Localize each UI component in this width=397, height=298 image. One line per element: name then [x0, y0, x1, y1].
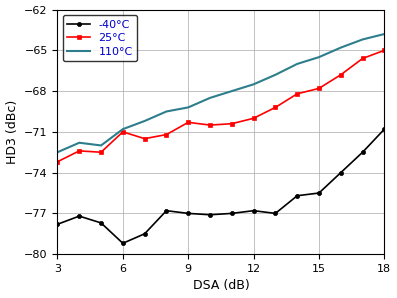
110°C: [142, 119, 147, 123]
-40°C: [55, 223, 60, 226]
110°C: [186, 105, 191, 109]
110°C: [55, 150, 60, 154]
25°C: [273, 105, 278, 109]
25°C: [338, 73, 343, 77]
110°C: [382, 32, 387, 36]
25°C: [99, 150, 104, 154]
25°C: [208, 123, 212, 127]
25°C: [229, 122, 234, 125]
110°C: [251, 83, 256, 86]
X-axis label: DSA (dB): DSA (dB): [193, 280, 249, 292]
110°C: [99, 144, 104, 147]
-40°C: [229, 212, 234, 215]
110°C: [295, 62, 300, 66]
-40°C: [164, 209, 169, 212]
25°C: [164, 133, 169, 136]
110°C: [120, 127, 125, 131]
25°C: [295, 92, 300, 96]
-40°C: [338, 171, 343, 174]
110°C: [208, 96, 212, 100]
Line: 25°C: 25°C: [55, 48, 386, 164]
25°C: [77, 149, 82, 153]
110°C: [360, 38, 365, 41]
25°C: [251, 117, 256, 120]
25°C: [186, 121, 191, 124]
110°C: [317, 55, 322, 59]
-40°C: [317, 191, 322, 195]
-40°C: [99, 221, 104, 225]
110°C: [164, 110, 169, 113]
25°C: [142, 137, 147, 140]
25°C: [55, 160, 60, 164]
110°C: [338, 46, 343, 49]
-40°C: [208, 213, 212, 217]
25°C: [317, 87, 322, 90]
-40°C: [273, 212, 278, 215]
110°C: [229, 89, 234, 93]
25°C: [120, 130, 125, 134]
Line: 110°C: 110°C: [58, 34, 384, 152]
-40°C: [186, 212, 191, 215]
-40°C: [295, 194, 300, 198]
-40°C: [77, 214, 82, 218]
Y-axis label: HD3 (dBc): HD3 (dBc): [6, 100, 19, 164]
25°C: [360, 57, 365, 60]
Legend: -40°C, 25°C, 110°C: -40°C, 25°C, 110°C: [63, 15, 137, 61]
-40°C: [142, 232, 147, 236]
25°C: [382, 49, 387, 52]
110°C: [273, 73, 278, 77]
-40°C: [382, 127, 387, 131]
110°C: [77, 141, 82, 145]
-40°C: [120, 241, 125, 245]
-40°C: [251, 209, 256, 212]
Line: -40°C: -40°C: [55, 127, 386, 245]
-40°C: [360, 150, 365, 154]
